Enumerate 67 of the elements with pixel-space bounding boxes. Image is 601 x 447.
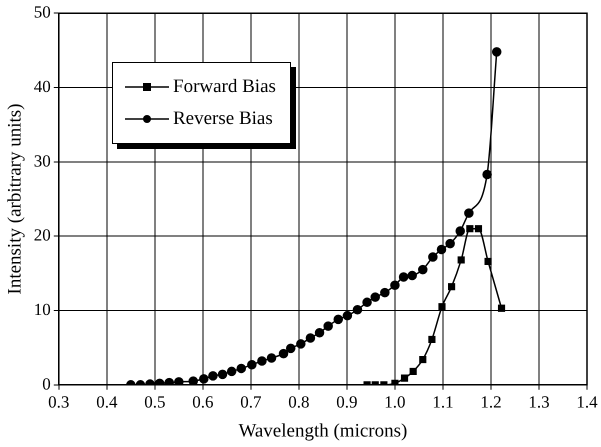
point [445,238,455,248]
point [247,360,257,370]
x-tick-label: 0.6 [192,392,214,412]
point [484,258,492,266]
point [164,378,174,385]
x-tick-label: 0.9 [336,392,358,412]
point [174,377,184,385]
point [466,225,474,232]
point [498,304,506,312]
x-tick-label: 1.0 [384,392,406,412]
x-tick-label: 1.1 [432,392,454,412]
point [352,304,362,314]
y-tick-label: 50 [34,2,51,22]
legend-label: Reverse Bias [173,107,273,131]
point [296,339,306,349]
point [226,366,236,376]
legend-label: Forward Bias [173,75,276,99]
x-axis-title: Wavelength (microns) [238,420,408,442]
point [218,370,228,380]
x-tick-label: 0.4 [96,392,118,412]
point [482,170,492,180]
point [286,344,296,354]
point [208,371,218,381]
point [266,353,276,363]
x-tick-label: 0.3 [48,392,70,412]
point [314,328,324,338]
y-tick-label: 30 [34,151,51,170]
x-tick-label: 0.7 [240,392,262,412]
point [428,252,438,262]
point [492,47,502,57]
point [436,244,446,254]
point [342,310,352,320]
point [407,270,417,280]
point [455,226,465,236]
x-tick-label: 0.8 [288,392,310,412]
point [438,303,446,310]
x-tick-label: 1.2 [480,392,502,412]
point [428,336,436,344]
point [390,280,400,290]
point [199,374,209,384]
point [323,321,333,331]
point [474,225,482,232]
x-tick-label: 1.3 [528,392,550,412]
point [419,356,426,364]
point [257,356,267,366]
point [458,256,465,264]
x-tick-label: 0.5 [144,392,166,412]
y-tick-label: 0 [42,374,51,394]
point [334,314,344,324]
point [464,208,474,218]
point [306,333,316,343]
point [362,298,372,308]
point [380,288,390,298]
point [400,374,408,382]
point [398,272,408,282]
y-tick-label: 40 [34,76,51,96]
point [418,264,428,274]
point [188,376,198,385]
x-tick-label: 1.4 [576,392,598,412]
point [236,364,246,374]
point [448,283,456,290]
y-tick-label: 20 [34,226,51,245]
point [278,348,288,358]
y-tick-label: 10 [34,300,51,319]
point [410,368,417,375]
y-axis-title: Intensity (arbitrary units) [4,103,26,295]
point [370,292,380,302]
